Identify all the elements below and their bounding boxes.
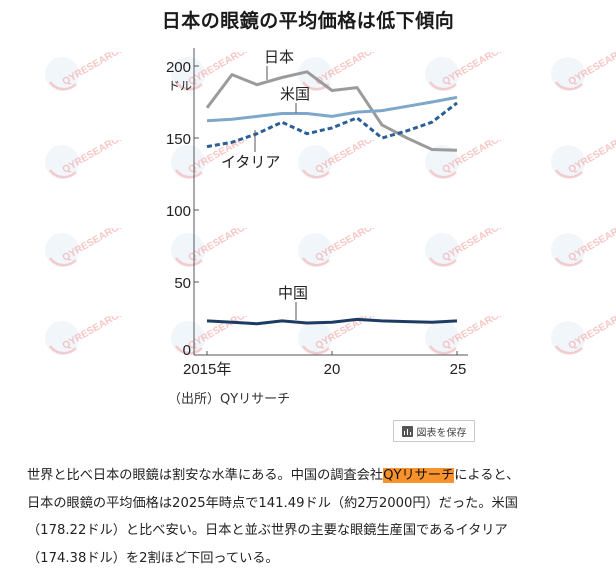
article-line-3: （178.22ドル）と比べ安い。日本と並ぶ世界の主要な眼鏡生産国であるイタリア [27, 523, 508, 538]
y-label-50: 50 [174, 275, 191, 292]
x-label-2020: 20 [324, 361, 341, 378]
y-label-200: 200 [166, 59, 191, 76]
article-text: によると、 [454, 468, 520, 483]
label-china: 中国 [278, 284, 308, 302]
series-italy-line [206, 101, 458, 149]
chart-title: 日本の眼鏡の平均価格は低下傾向 [161, 10, 455, 32]
x-tick-labels: 2015年 20 25 [183, 361, 466, 378]
y-ticks [194, 65, 199, 283]
series-japan-line [205, 70, 458, 152]
bar-chart-icon [401, 425, 413, 437]
y-label-150: 150 [166, 131, 191, 148]
y-unit-label: ドル [168, 79, 192, 93]
save-chart-button[interactable]: 図表を保存 [393, 420, 475, 442]
series-labels: 日本 米国 イタリア 中国 [221, 48, 310, 302]
y-tick-labels: 200 150 100 50 0 [166, 59, 191, 359]
qy-research-link[interactable]: QYリサーチ [383, 468, 455, 483]
chart-figure: 日本の眼鏡の平均価格は低下傾向 200 150 100 50 0 ドル 2015… [161, 10, 475, 442]
article-text: 世界と比べ日本の眼鏡は割安な水準にある。中国の調査会社 [27, 468, 384, 483]
y-label-100: 100 [166, 203, 191, 220]
series-china-line [206, 317, 458, 326]
x-ticks [206, 351, 458, 355]
y-label-0: 0 [183, 342, 191, 359]
x-label-2025: 25 [450, 361, 467, 378]
line-chart: 200 150 100 50 0 ドル 2015年 20 25 日本 米国 イタ… [166, 48, 468, 378]
article-line-2: 日本の眼鏡の平均価格は2025年時点で141.49ドル（約2万2000円）だった… [27, 495, 518, 511]
x-label-2015: 2015年 [183, 361, 231, 378]
label-italy: イタリア [221, 153, 280, 171]
label-japan: 日本 [264, 48, 294, 66]
article-line-4: （174.38ドル）を2割ほど下回っている。 [27, 550, 279, 566]
label-us: 米国 [280, 85, 310, 103]
save-chart-label: 図表を保存 [416, 427, 467, 439]
article-line-1: 世界と比べ日本の眼鏡は割安な水準にある。中国の調査会社QYリサーチによると、 [27, 462, 607, 490]
chart-source: （出所）QYリサーチ [168, 392, 291, 407]
article-body: 世界と比べ日本の眼鏡は割安な水準にある。中国の調査会社QYリサーチによると、 日… [27, 462, 607, 572]
series-us-line [206, 95, 458, 123]
